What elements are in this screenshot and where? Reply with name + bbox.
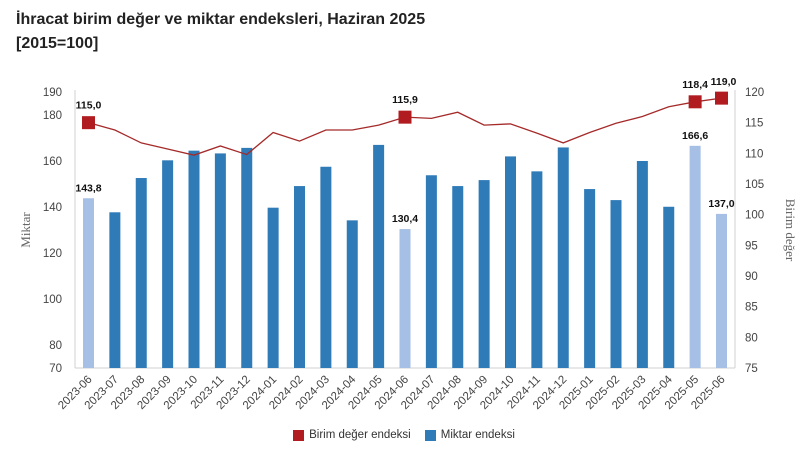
line-data-label: 115,9 <box>392 94 418 106</box>
legend-label: Birim değer endeksi <box>309 429 411 441</box>
line-data-label: 118,4 <box>682 79 708 91</box>
line-marker-2023-06 <box>82 116 95 130</box>
legend-item-birim-deger: Birim değer endeksi <box>293 429 411 441</box>
bar-2025-05 <box>689 145 701 368</box>
line-marker-2025-05 <box>688 95 702 109</box>
y-right-tick-label: 100 <box>745 210 764 222</box>
bar-2023-10 <box>188 150 200 368</box>
legend-swatch-bar <box>424 429 436 441</box>
subtitle-text: [2015=100] <box>16 35 99 52</box>
y-left-tick-label: 120 <box>43 248 62 260</box>
y-left-axis-title: Miktar <box>18 212 33 248</box>
bar-2024-08 <box>452 186 464 368</box>
bar-2023-12 <box>241 147 253 368</box>
line-marker-2025-06 <box>715 91 728 105</box>
bar-data-label: 137,0 <box>708 198 734 210</box>
chart-title: İhracat birim değer ve miktar endeksleri… <box>16 8 425 56</box>
y-right-tick-label: 105 <box>745 179 764 191</box>
bar-data-label: 166,6 <box>682 130 708 142</box>
y-left-tick-label: 160 <box>43 156 62 168</box>
bar-data-label: 130,4 <box>392 213 418 225</box>
bar-2024-01 <box>267 207 279 368</box>
bar-data-label: 143,8 <box>75 182 101 194</box>
bar-2023-11 <box>214 153 226 368</box>
bar-2024-09 <box>478 180 490 368</box>
y-right-tick-label: 75 <box>745 363 758 375</box>
bar-2023-08 <box>135 178 147 368</box>
legend-item-miktar: Miktar endeksi <box>424 429 515 441</box>
y-right-tick-label: 115 <box>745 118 763 130</box>
bar-2024-05 <box>373 144 385 368</box>
legend: Birim değer endeksi Miktar endeksi <box>0 429 808 441</box>
bar-2025-01 <box>584 189 596 368</box>
bar-2024-03 <box>320 166 332 368</box>
y-right-tick-label: 90 <box>745 271 758 283</box>
bar-2025-06 <box>716 213 727 368</box>
y-right-tick-label: 95 <box>745 240 758 252</box>
line-data-label: 119,0 <box>711 76 737 88</box>
y-left-tick-label: 100 <box>43 294 62 306</box>
y-left-tick-label: 70 <box>49 363 62 375</box>
legend-swatch-line <box>293 429 305 441</box>
y-left-tick-label: 80 <box>49 340 62 352</box>
bar-2023-09 <box>162 160 174 368</box>
bar-2024-12 <box>557 147 569 368</box>
y-right-tick-label: 80 <box>745 332 758 344</box>
bar-2024-11 <box>531 171 543 368</box>
y-right-tick-label: 120 <box>745 87 764 99</box>
bar-2024-06 <box>399 229 411 368</box>
bar-2023-07 <box>109 212 121 368</box>
y-left-tick-label: 180 <box>43 110 62 122</box>
bar-2025-02 <box>610 200 622 368</box>
title-text: İhracat birim değer ve miktar endeksleri… <box>16 11 426 28</box>
line-data-label: 115,0 <box>76 100 102 112</box>
bar-2024-02 <box>294 186 305 368</box>
y-right-axis-title: Birim değer <box>783 199 798 262</box>
bar-2025-03 <box>636 161 648 368</box>
y-left-tick-label: 140 <box>43 202 62 214</box>
y-left-tick-label: 190 <box>43 87 62 99</box>
bar-2024-04 <box>346 220 358 368</box>
y-right-tick-label: 110 <box>745 148 763 160</box>
bar-2024-10 <box>505 156 516 368</box>
bar-2025-04 <box>663 206 675 368</box>
legend-label: Miktar endeksi <box>440 429 515 441</box>
bar-2024-07 <box>425 175 437 368</box>
bar-2023-06 <box>83 198 94 368</box>
line-marker-2024-06 <box>398 110 412 124</box>
y-right-tick-label: 85 <box>745 302 758 314</box>
birim-deger-line <box>88 97 722 156</box>
